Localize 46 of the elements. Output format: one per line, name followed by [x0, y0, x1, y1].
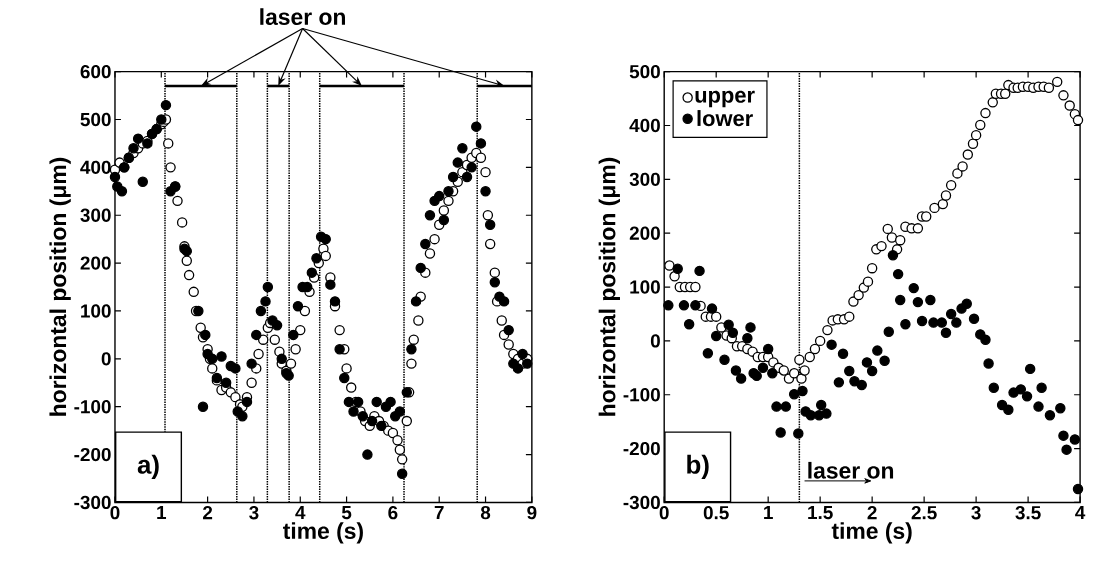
y-tick-label: 0 — [650, 334, 660, 348]
x-tick-label: 3.5 — [1015, 505, 1041, 520]
x-axis-title: time (s) — [831, 522, 912, 544]
y-tick-label: -300 — [623, 495, 660, 510]
annotation: a) — [137, 454, 159, 479]
x-tick-label: 1 — [764, 505, 773, 519]
x-tick-label: 0.5 — [703, 505, 729, 520]
y-tick-label: -100 — [623, 388, 660, 402]
x-tick-label: 1 — [157, 505, 167, 519]
y-tick-label: 200 — [629, 226, 660, 240]
x-tick-label: 3 — [249, 505, 259, 520]
y-tick-label: 100 — [630, 280, 660, 294]
y-tick-label: 100 — [81, 304, 111, 318]
y-tick-label: -200 — [623, 441, 660, 456]
x-tick-label: 4 — [295, 505, 306, 519]
x-tick-label: 2 — [203, 505, 213, 520]
legend-label: lower — [697, 110, 753, 127]
x-tick-label: 1.5 — [808, 505, 833, 520]
x-tick-label: 7 — [434, 505, 444, 519]
y-tick-label: 300 — [80, 208, 111, 222]
x-tick-label: 9 — [527, 505, 537, 520]
y-axis-title: horizontal position (μm) — [49, 157, 71, 416]
y-tick-label: -200 — [74, 447, 111, 462]
y-tick-label: -300 — [74, 495, 111, 510]
x-tick-label: 8 — [480, 505, 491, 520]
y-tick-label: 400 — [80, 160, 111, 175]
y-tick-label: 300 — [629, 172, 660, 187]
y-tick-label: 400 — [629, 118, 660, 133]
annotation: b) — [687, 454, 709, 479]
x-tick-label: 6 — [388, 505, 398, 520]
y-tick-label: 200 — [80, 256, 111, 270]
y-tick-label: 500 — [629, 64, 660, 79]
legend-label: upper — [695, 90, 755, 108]
y-axis-title: horizontal position (μm) — [598, 157, 620, 416]
x-tick-label: 2.5 — [911, 505, 937, 520]
annotation: laser on — [260, 8, 346, 25]
x-axis-title: time (s) — [283, 522, 363, 544]
y-tick-label: 600 — [80, 64, 111, 79]
y-tick-label: 500 — [80, 112, 111, 127]
annotation: laser on — [808, 461, 894, 479]
x-tick-label: 3 — [971, 505, 981, 520]
x-tick-label: 5 — [341, 505, 352, 520]
y-tick-label: 0 — [101, 352, 111, 366]
y-tick-label: -100 — [74, 399, 111, 414]
x-tick-label: 4 — [1075, 505, 1086, 519]
x-tick-label: 2 — [867, 505, 877, 520]
